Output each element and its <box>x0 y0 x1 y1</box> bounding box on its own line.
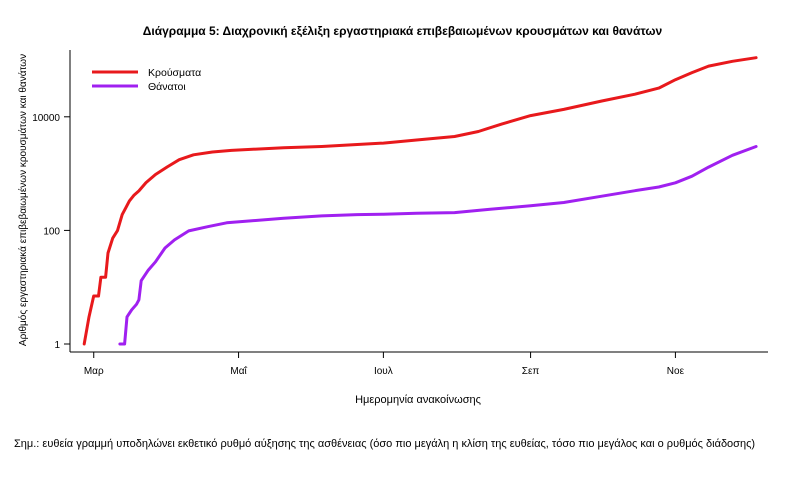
footnote: Σημ.: ευθεία γραμμή υποδηλώνει εκθετικό … <box>14 438 756 450</box>
series-line-cases <box>82 56 758 346</box>
plot-frame <box>69 50 768 353</box>
y-tick-label: 1 <box>54 340 60 351</box>
x-axis-title: Ημερομηνία ανακοίνωσης <box>355 394 481 406</box>
x-axis: Μαρ Μαΐ Ιουλ Σεπ Νοε <box>84 352 685 377</box>
line-chart: 1 100 10000 Μαρ Μαΐ Ιουλ Σεπ Νοε Κρούσματα Θάνα… <box>17 50 768 406</box>
x-tick-label: Σεπ <box>522 366 540 377</box>
series-line-deaths <box>118 145 758 346</box>
series-layer <box>82 56 758 346</box>
chart-title: Διάγραμμα 5: Διαχρονική εξέλιξη εργαστηρ… <box>142 24 663 38</box>
y-tick-label: 10000 <box>32 113 60 124</box>
x-tick-label: Ιουλ <box>374 366 393 377</box>
legend-label: Θάνατοι <box>148 81 186 93</box>
y-axis: 1 100 10000 <box>32 113 70 351</box>
legend-label: Κρούσματα <box>148 67 201 79</box>
x-tick-label: Νοε <box>667 366 685 377</box>
y-axis-title: Αριθμός εργαστηριακά επιβεβαιωμένων κρου… <box>17 54 29 346</box>
y-tick-label: 100 <box>43 226 60 237</box>
x-tick-label: Μαρ <box>84 366 104 377</box>
x-tick-label: Μαΐ <box>230 365 247 377</box>
legend: Κρούσματα Θάνατοι <box>92 67 201 93</box>
